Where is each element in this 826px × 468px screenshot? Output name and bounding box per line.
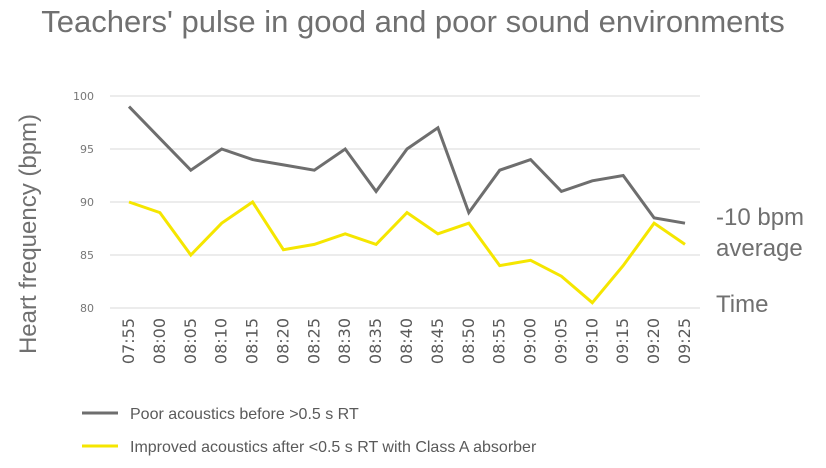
annotation-bpm: -10 bpm	[716, 204, 804, 231]
series-line-2	[128, 199, 686, 305]
x-tick-label: 08:55	[490, 318, 509, 364]
series-line-1	[127, 105, 686, 225]
x-tick-label: 08:05	[181, 318, 200, 364]
y-tick-label: 95	[80, 143, 94, 156]
legend-label-1: Poor acoustics before >0.5 s RT	[130, 406, 359, 423]
y-tick-label: 100	[73, 90, 94, 103]
y-axis-ticks: 80 85 90 95 100	[73, 90, 94, 315]
x-tick-label: 09:15	[613, 318, 632, 364]
x-tick-label: 08:30	[335, 318, 354, 364]
annotation-average: average	[716, 235, 803, 262]
x-tick-label: 08:00	[150, 318, 169, 364]
y-tick-label: 80	[80, 302, 94, 315]
legend: Poor acoustics before >0.5 s RT Improved …	[82, 406, 537, 456]
x-tick-label: 08:40	[397, 318, 416, 364]
x-tick-label: 08:50	[459, 318, 478, 364]
x-tick-label: 08:25	[304, 318, 323, 364]
x-tick-label: 08:10	[212, 318, 231, 364]
x-tick-label: 09:00	[521, 318, 540, 364]
x-tick-label: 08:20	[273, 318, 292, 364]
x-tick-label: 07:55	[119, 318, 138, 364]
x-tick-label: 09:20	[644, 318, 663, 364]
y-axis-label: Heart frequency (bpm)	[15, 114, 42, 354]
x-tick-label: 09:25	[675, 318, 694, 364]
y-tick-label: 85	[80, 249, 94, 262]
annotation-time: Time	[716, 291, 768, 318]
x-tick-label: 09:10	[582, 318, 601, 364]
chart-title: Teachers' pulse in good and poor sound e…	[41, 4, 785, 39]
gridlines	[110, 95, 700, 309]
x-tick-label: 08:35	[366, 318, 385, 364]
legend-label-2: Improved acoustics after <0.5 s RT with …	[130, 439, 537, 456]
x-tick-label: 08:45	[428, 318, 447, 364]
series-lines	[127, 105, 686, 305]
x-tick-label: 09:05	[551, 318, 570, 364]
x-tick-label: 08:15	[243, 318, 262, 364]
y-tick-label: 90	[80, 196, 94, 209]
x-axis-ticks: 07:55 08:00 08:05 08:10 08:15 08:20 08:25 08:30…	[119, 318, 694, 364]
